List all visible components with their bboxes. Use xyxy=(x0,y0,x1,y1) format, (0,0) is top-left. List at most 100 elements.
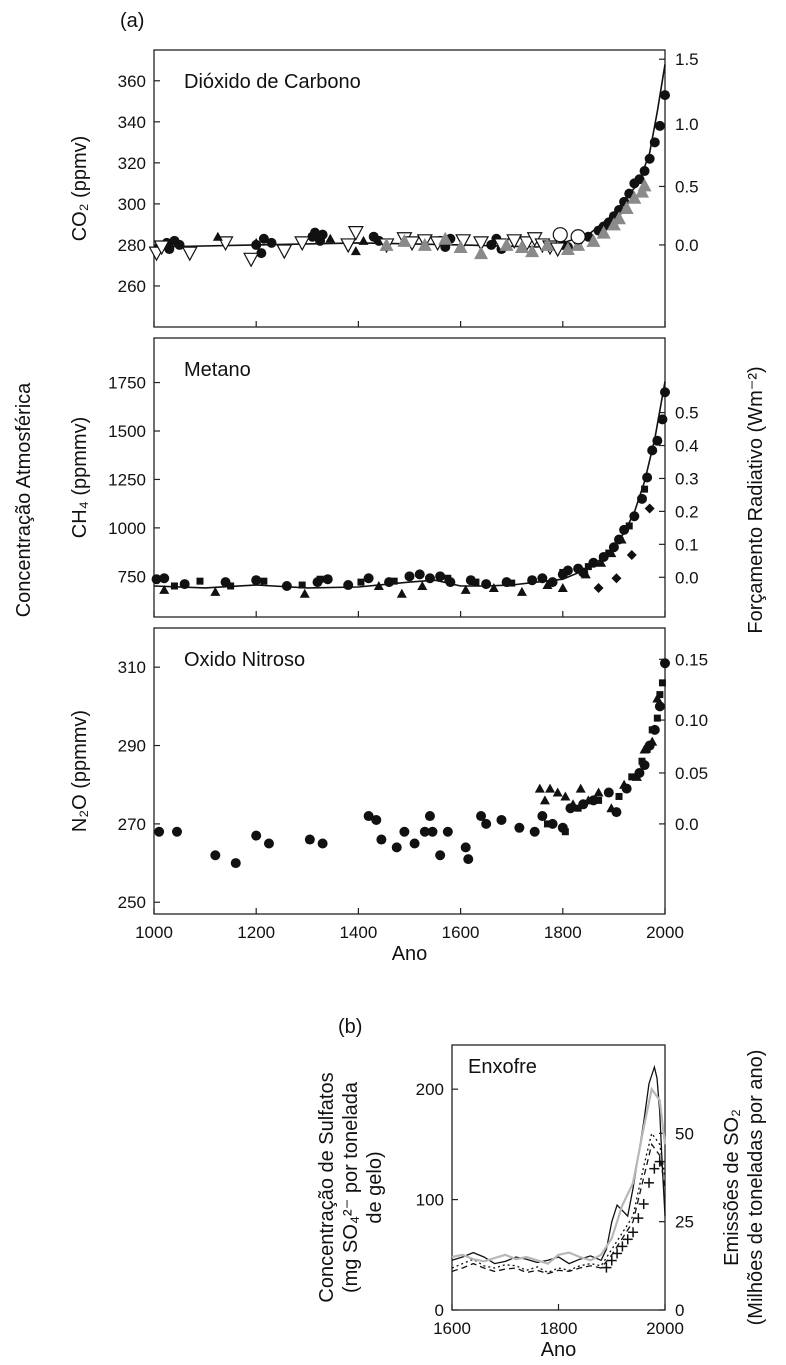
data-point xyxy=(357,578,365,586)
data-point xyxy=(417,237,432,251)
y-tick-label: 280 xyxy=(118,236,146,255)
data-point xyxy=(325,233,336,243)
data-point xyxy=(363,811,374,822)
data-point xyxy=(627,190,642,204)
data-point xyxy=(628,773,636,781)
data-point xyxy=(391,842,402,853)
data-point xyxy=(373,581,384,590)
data-point xyxy=(583,795,594,805)
data-point xyxy=(631,771,642,781)
data-point xyxy=(647,736,658,746)
data-point xyxy=(444,574,452,582)
data-point xyxy=(363,573,374,584)
y-tick-label: 340 xyxy=(118,113,146,132)
x-tick-label: 1800 xyxy=(540,1319,578,1338)
y-tick-label: 1000 xyxy=(108,519,146,538)
x-axis-label: Ano xyxy=(541,1339,577,1361)
data-point xyxy=(322,574,333,585)
data-point xyxy=(164,244,175,255)
figure-label-b: (b) xyxy=(338,1016,362,1038)
data-point xyxy=(376,834,387,845)
data-point xyxy=(619,200,634,214)
panel-title: Dióxido de Carbono xyxy=(184,71,361,93)
data-point xyxy=(435,571,446,582)
x-tick-label: 1600 xyxy=(433,1319,471,1338)
data-point xyxy=(580,569,591,579)
data-point xyxy=(170,582,178,590)
data-point xyxy=(657,414,668,425)
data-point xyxy=(399,826,410,837)
data-point xyxy=(251,575,262,586)
data-point xyxy=(625,522,633,530)
x-tick-label: 2000 xyxy=(646,1319,684,1338)
data-point xyxy=(560,791,571,801)
x-tick-label: 2000 xyxy=(646,923,684,942)
series-line xyxy=(451,1131,666,1274)
data-point xyxy=(557,582,568,592)
data-point xyxy=(570,229,586,245)
y2-tick-label: 0.4 xyxy=(675,437,699,456)
data-point xyxy=(547,577,558,588)
data-point xyxy=(379,237,394,251)
data-point xyxy=(424,811,435,822)
data-point xyxy=(294,236,311,252)
data-point xyxy=(153,240,170,256)
data-point xyxy=(435,850,446,861)
trend-line xyxy=(153,381,666,589)
data-point xyxy=(347,226,364,241)
data-point xyxy=(508,579,516,587)
data-point xyxy=(460,842,471,853)
data-point xyxy=(463,854,474,865)
data-point xyxy=(174,239,185,250)
data-point xyxy=(371,814,382,825)
y-axis-label: N₂O (ppmmv) xyxy=(69,710,91,832)
data-point xyxy=(424,573,435,584)
y-tick-label: 310 xyxy=(118,658,146,677)
data-point xyxy=(171,826,182,837)
data-point xyxy=(586,233,601,247)
data-point xyxy=(514,239,529,253)
data-point xyxy=(476,811,487,822)
data-point xyxy=(542,580,553,590)
data-point xyxy=(266,237,277,248)
data-point xyxy=(358,235,369,245)
y-tick-label: 300 xyxy=(118,195,146,214)
y-axis-label-line: (mg SO₄²⁻ por tonelada xyxy=(340,1081,362,1293)
data-point xyxy=(488,582,499,592)
data-point xyxy=(243,252,260,268)
y-axis-label-line: Concentração de Sulfatos xyxy=(316,1072,338,1302)
data-point xyxy=(442,826,453,837)
y-tick-label: 200 xyxy=(416,1080,444,1099)
y2-axis-label-line: (Milhões de toneladas por ano) xyxy=(745,1050,767,1326)
data-point xyxy=(639,744,650,754)
data-point xyxy=(151,574,162,585)
data-point xyxy=(612,211,627,225)
data-point xyxy=(603,787,614,798)
y-tick-label: 1250 xyxy=(108,470,146,489)
data-point xyxy=(481,818,492,829)
data-point xyxy=(559,568,567,576)
data-point xyxy=(638,757,646,765)
data-point xyxy=(514,822,525,833)
data-point xyxy=(606,548,617,558)
y2-tick-label: 50 xyxy=(675,1124,694,1143)
data-point xyxy=(596,225,611,239)
data-point xyxy=(299,588,310,598)
data-point xyxy=(593,787,604,797)
data-point xyxy=(212,231,223,241)
y-tick-label: 0 xyxy=(435,1301,444,1320)
series-line xyxy=(451,1064,666,1265)
data-point xyxy=(460,584,471,594)
data-point xyxy=(652,693,663,703)
data-point xyxy=(298,581,306,589)
y2-tick-label: 0.15 xyxy=(675,650,708,669)
data-point xyxy=(473,236,490,252)
data-point xyxy=(629,511,640,522)
data-point xyxy=(414,569,425,580)
y-tick-label: 360 xyxy=(118,72,146,91)
x-tick-label: 1200 xyxy=(237,923,275,942)
data-point xyxy=(196,577,204,585)
data-point xyxy=(534,783,545,793)
y2-tick-label: 0.1 xyxy=(675,535,699,554)
